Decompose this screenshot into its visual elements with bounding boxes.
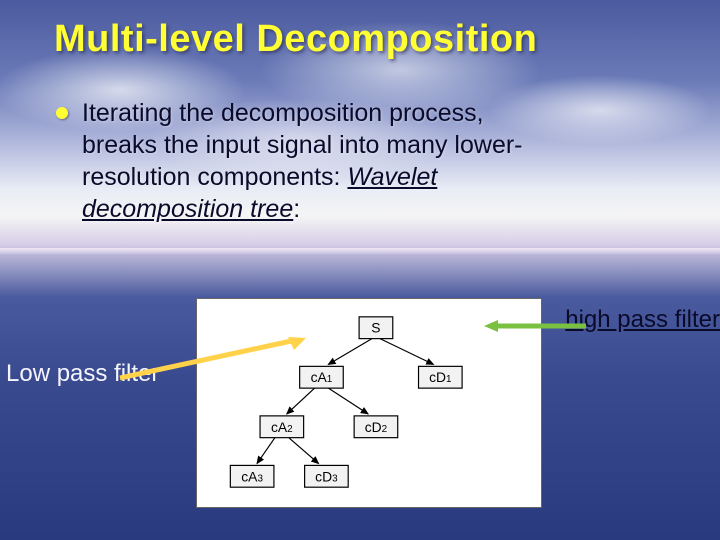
yellow-arrow-icon xyxy=(112,330,312,386)
edge-ca1-ca2 xyxy=(287,388,315,414)
slide-title: Multi-level Decomposition xyxy=(0,18,720,61)
bullet-line2: breaks the input signal into many lower- xyxy=(82,131,523,159)
bullet-line3a: resolution components: xyxy=(82,163,347,191)
node-S: S xyxy=(359,317,393,339)
edge-ca2-ca3 xyxy=(257,438,275,464)
bullet-item: Iterating the decomposition process, bre… xyxy=(0,97,720,225)
bullet-line3b: Wavelet xyxy=(347,163,437,191)
edge-ca1-cd2 xyxy=(328,388,368,414)
edge-ca2-cd3 xyxy=(289,438,319,464)
green-arrow-icon xyxy=(480,314,590,344)
edge-s-cd1 xyxy=(380,339,433,365)
node-cD1: cD1 xyxy=(419,366,463,388)
node-cD3: cD3 xyxy=(305,465,349,487)
bullet-line4b: : xyxy=(293,195,300,223)
node-cD2: cD2 xyxy=(354,416,398,438)
bullet-text: Iterating the decomposition process, bre… xyxy=(82,97,690,225)
node-cA3: cA3 xyxy=(230,465,274,487)
bullet-dot-icon xyxy=(56,107,68,119)
svg-text:S: S xyxy=(371,320,380,336)
edge-s-ca1 xyxy=(328,339,372,365)
bullet-line4a: decomposition tree xyxy=(82,195,293,223)
slide-content: Multi-level Decomposition Iterating the … xyxy=(0,0,720,540)
node-cA2: cA2 xyxy=(260,416,304,438)
bullet-line1: Iterating the decomposition process, xyxy=(82,99,484,127)
